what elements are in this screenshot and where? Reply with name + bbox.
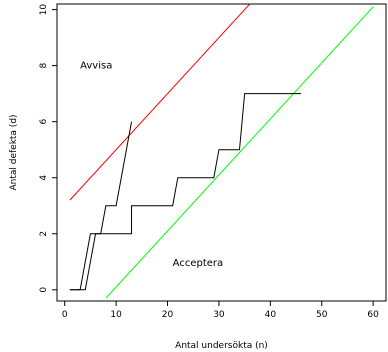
plot-frame <box>56 3 387 302</box>
y-axis: 0 2 4 6 8 10 <box>39 4 57 293</box>
y-tick-label: 10 <box>39 4 49 16</box>
x-tick-label: 10 <box>110 310 122 320</box>
series-line-4 <box>69 121 133 291</box>
y-tick-label: 2 <box>39 231 49 237</box>
x-tick-label: 60 <box>367 310 379 320</box>
x-axis: 0 10 20 30 40 50 60 <box>62 301 379 320</box>
x-axis-label: Antal undersökta (n) <box>175 341 268 351</box>
y-axis-label: Antal defekta (d) <box>9 114 19 190</box>
annotation-2: Acceptera <box>173 258 223 269</box>
series-line-3 <box>69 93 302 291</box>
x-tick-label: 20 <box>162 310 174 320</box>
x-tick-label: 0 <box>62 310 68 320</box>
y-tick-label: 6 <box>39 119 49 125</box>
series-line-1 <box>69 4 251 201</box>
y-tick-label: 8 <box>39 63 49 69</box>
plot-series <box>69 4 374 299</box>
annotations: Avvisa Acceptera <box>80 60 223 269</box>
series-line-2 <box>105 6 374 299</box>
x-tick-label: 40 <box>265 310 277 320</box>
x-tick-label: 50 <box>316 310 328 320</box>
y-tick-label: 0 <box>39 287 49 293</box>
annotation-1: Avvisa <box>80 60 112 71</box>
y-tick-label: 4 <box>39 175 49 181</box>
x-tick-label: 30 <box>213 310 225 320</box>
